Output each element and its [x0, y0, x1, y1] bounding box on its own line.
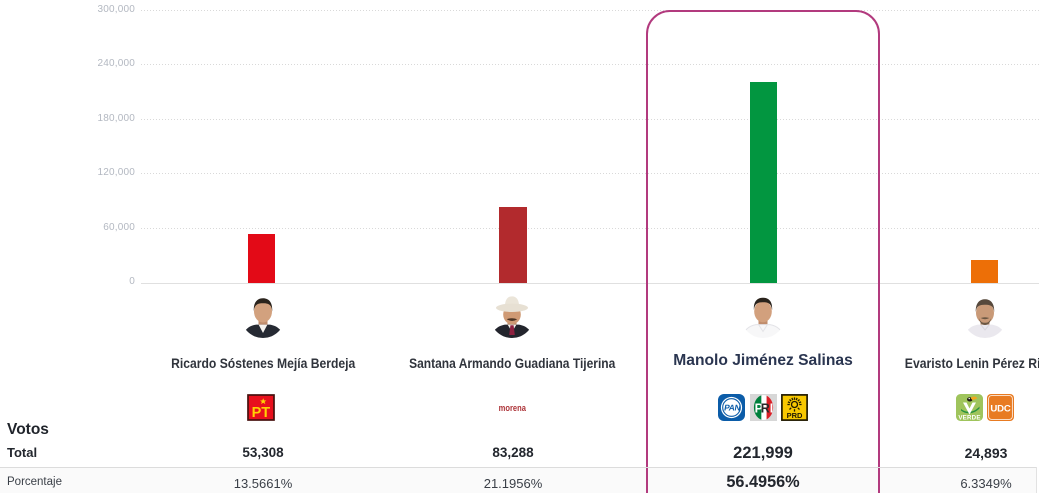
svg-text:VERDE: VERDE: [958, 414, 980, 421]
svg-text:PAN: PAN: [723, 402, 741, 412]
svg-text:I: I: [770, 402, 773, 416]
svg-text:PT: PT: [252, 405, 271, 421]
svg-text:PRD: PRD: [787, 411, 803, 420]
svg-text:P: P: [755, 402, 763, 416]
svg-text:R: R: [761, 402, 770, 416]
svg-text:UDC: UDC: [990, 404, 1010, 415]
